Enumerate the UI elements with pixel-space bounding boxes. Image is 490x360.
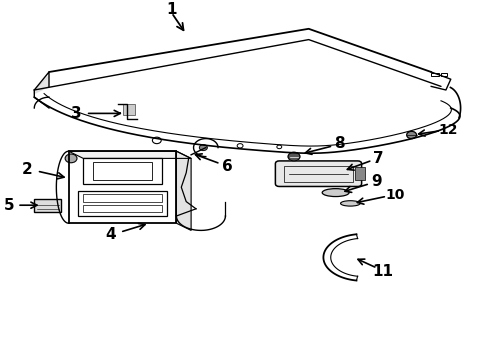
- Bar: [83, 194, 162, 202]
- Ellipse shape: [322, 189, 349, 197]
- Bar: [83, 205, 162, 212]
- Bar: [83, 158, 162, 184]
- Text: 2: 2: [22, 162, 32, 177]
- Text: 5: 5: [3, 198, 14, 213]
- Bar: [431, 73, 439, 76]
- Bar: [355, 167, 365, 180]
- Bar: [441, 73, 447, 76]
- Polygon shape: [69, 151, 191, 158]
- Text: 6: 6: [222, 159, 233, 174]
- Text: 4: 4: [105, 227, 116, 242]
- Polygon shape: [176, 151, 191, 230]
- Bar: [78, 191, 167, 216]
- Bar: [93, 162, 152, 180]
- Bar: [122, 104, 135, 115]
- Text: 7: 7: [373, 151, 384, 166]
- Text: 9: 9: [371, 174, 382, 189]
- Text: 12: 12: [439, 123, 458, 136]
- Text: 1: 1: [166, 1, 177, 17]
- Circle shape: [407, 131, 416, 139]
- Text: 11: 11: [373, 264, 393, 279]
- Bar: [284, 166, 353, 182]
- Polygon shape: [34, 76, 49, 94]
- FancyBboxPatch shape: [275, 161, 362, 186]
- Circle shape: [65, 154, 77, 163]
- Text: 3: 3: [71, 106, 81, 121]
- Text: 10: 10: [385, 188, 405, 202]
- Text: 8: 8: [334, 136, 345, 152]
- Circle shape: [199, 145, 207, 150]
- Bar: [34, 199, 61, 212]
- Ellipse shape: [341, 201, 360, 206]
- Circle shape: [288, 152, 300, 161]
